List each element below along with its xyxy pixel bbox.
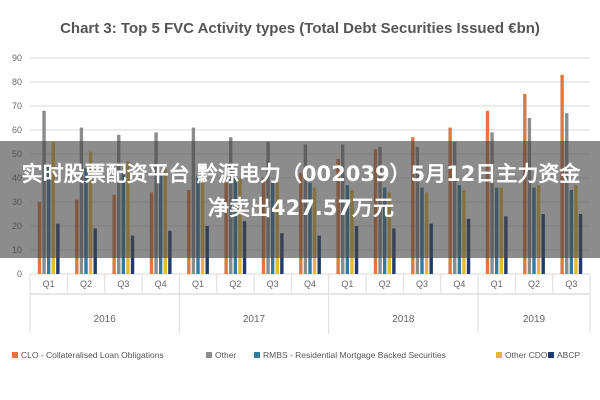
- x-tick-label: Q2: [528, 279, 540, 289]
- year-label: 2019: [523, 314, 546, 325]
- x-tick-label: Q3: [267, 279, 279, 289]
- y-tick-label: 80: [12, 77, 22, 87]
- x-tick-label: Q4: [304, 279, 316, 289]
- legend-label: Other CDO: [505, 350, 548, 360]
- headline-text: 实时股票配资平台 黔源电力（002039）5月12日主力资金净卖出427.57万…: [21, 162, 581, 220]
- legend-label: CLO - Collateralised Loan Obligations: [21, 350, 164, 360]
- x-tick-label: Q4: [453, 279, 465, 289]
- year-label: 2018: [392, 314, 415, 325]
- x-tick-label: Q2: [80, 279, 92, 289]
- x-tick-label: Q2: [229, 279, 241, 289]
- x-tick-label: Q1: [43, 279, 55, 289]
- legend-swatch: [254, 352, 260, 358]
- year-label: 2016: [94, 314, 117, 325]
- y-tick-label: 60: [12, 125, 22, 135]
- legend-swatch: [12, 352, 18, 358]
- legend-label: Other: [215, 350, 236, 360]
- chart-title: Chart 3: Top 5 FVC Activity types (Total…: [60, 20, 540, 37]
- year-label: 2017: [243, 314, 266, 325]
- y-tick-label: 0: [17, 269, 22, 279]
- legend-label: RMBS - Residential Mortgage Backed Secur…: [263, 350, 446, 360]
- x-tick-label: Q1: [341, 279, 353, 289]
- x-tick-label: Q3: [416, 279, 428, 289]
- legend-label: ABCP: [557, 350, 580, 360]
- y-tick-label: 90: [12, 53, 22, 63]
- x-tick-label: Q1: [192, 279, 204, 289]
- legend-swatch: [496, 352, 502, 358]
- legend-swatch: [206, 352, 212, 358]
- y-tick-label: 70: [12, 101, 22, 111]
- x-tick-label: Q3: [565, 279, 577, 289]
- x-tick-label: Q2: [379, 279, 391, 289]
- x-tick-label: Q1: [491, 279, 503, 289]
- x-tick-label: Q3: [117, 279, 129, 289]
- x-tick-label: Q4: [155, 279, 167, 289]
- legend-swatch: [548, 352, 554, 358]
- headline-banner: [0, 141, 600, 258]
